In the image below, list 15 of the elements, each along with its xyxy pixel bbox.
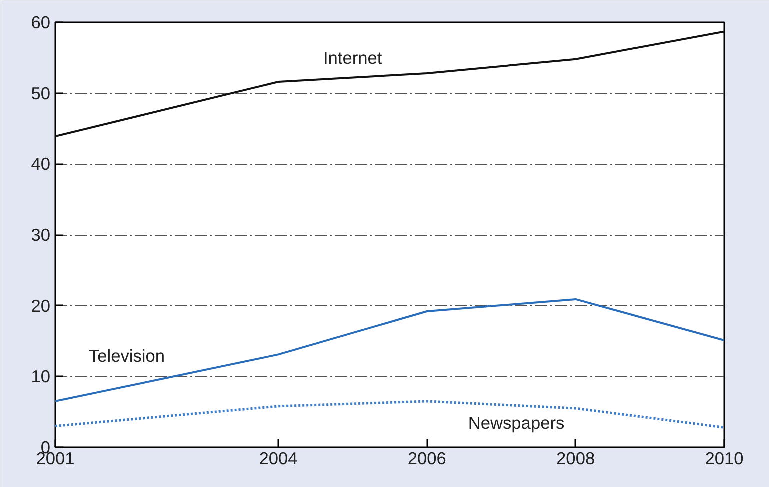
x-tick-label: 2010: [705, 448, 744, 468]
y-tick-label: 20: [31, 296, 51, 316]
y-tick-label: 30: [31, 225, 51, 245]
line-series: [56, 298, 724, 402]
y-tick-label: 50: [31, 83, 51, 104]
y-tick-label: 60: [31, 12, 51, 32]
series-label: Television: [88, 346, 166, 366]
x-tick-label: 2004: [259, 448, 298, 468]
line-series: [56, 30, 724, 138]
series-label: Internet: [323, 48, 382, 68]
y-tick-label: 40: [31, 154, 51, 174]
y-tick-label: 10: [31, 366, 51, 387]
x-tick-label: 2008: [556, 448, 596, 468]
x-tick-label: 2006: [408, 448, 446, 468]
series-label: Newspapers: [468, 413, 565, 433]
